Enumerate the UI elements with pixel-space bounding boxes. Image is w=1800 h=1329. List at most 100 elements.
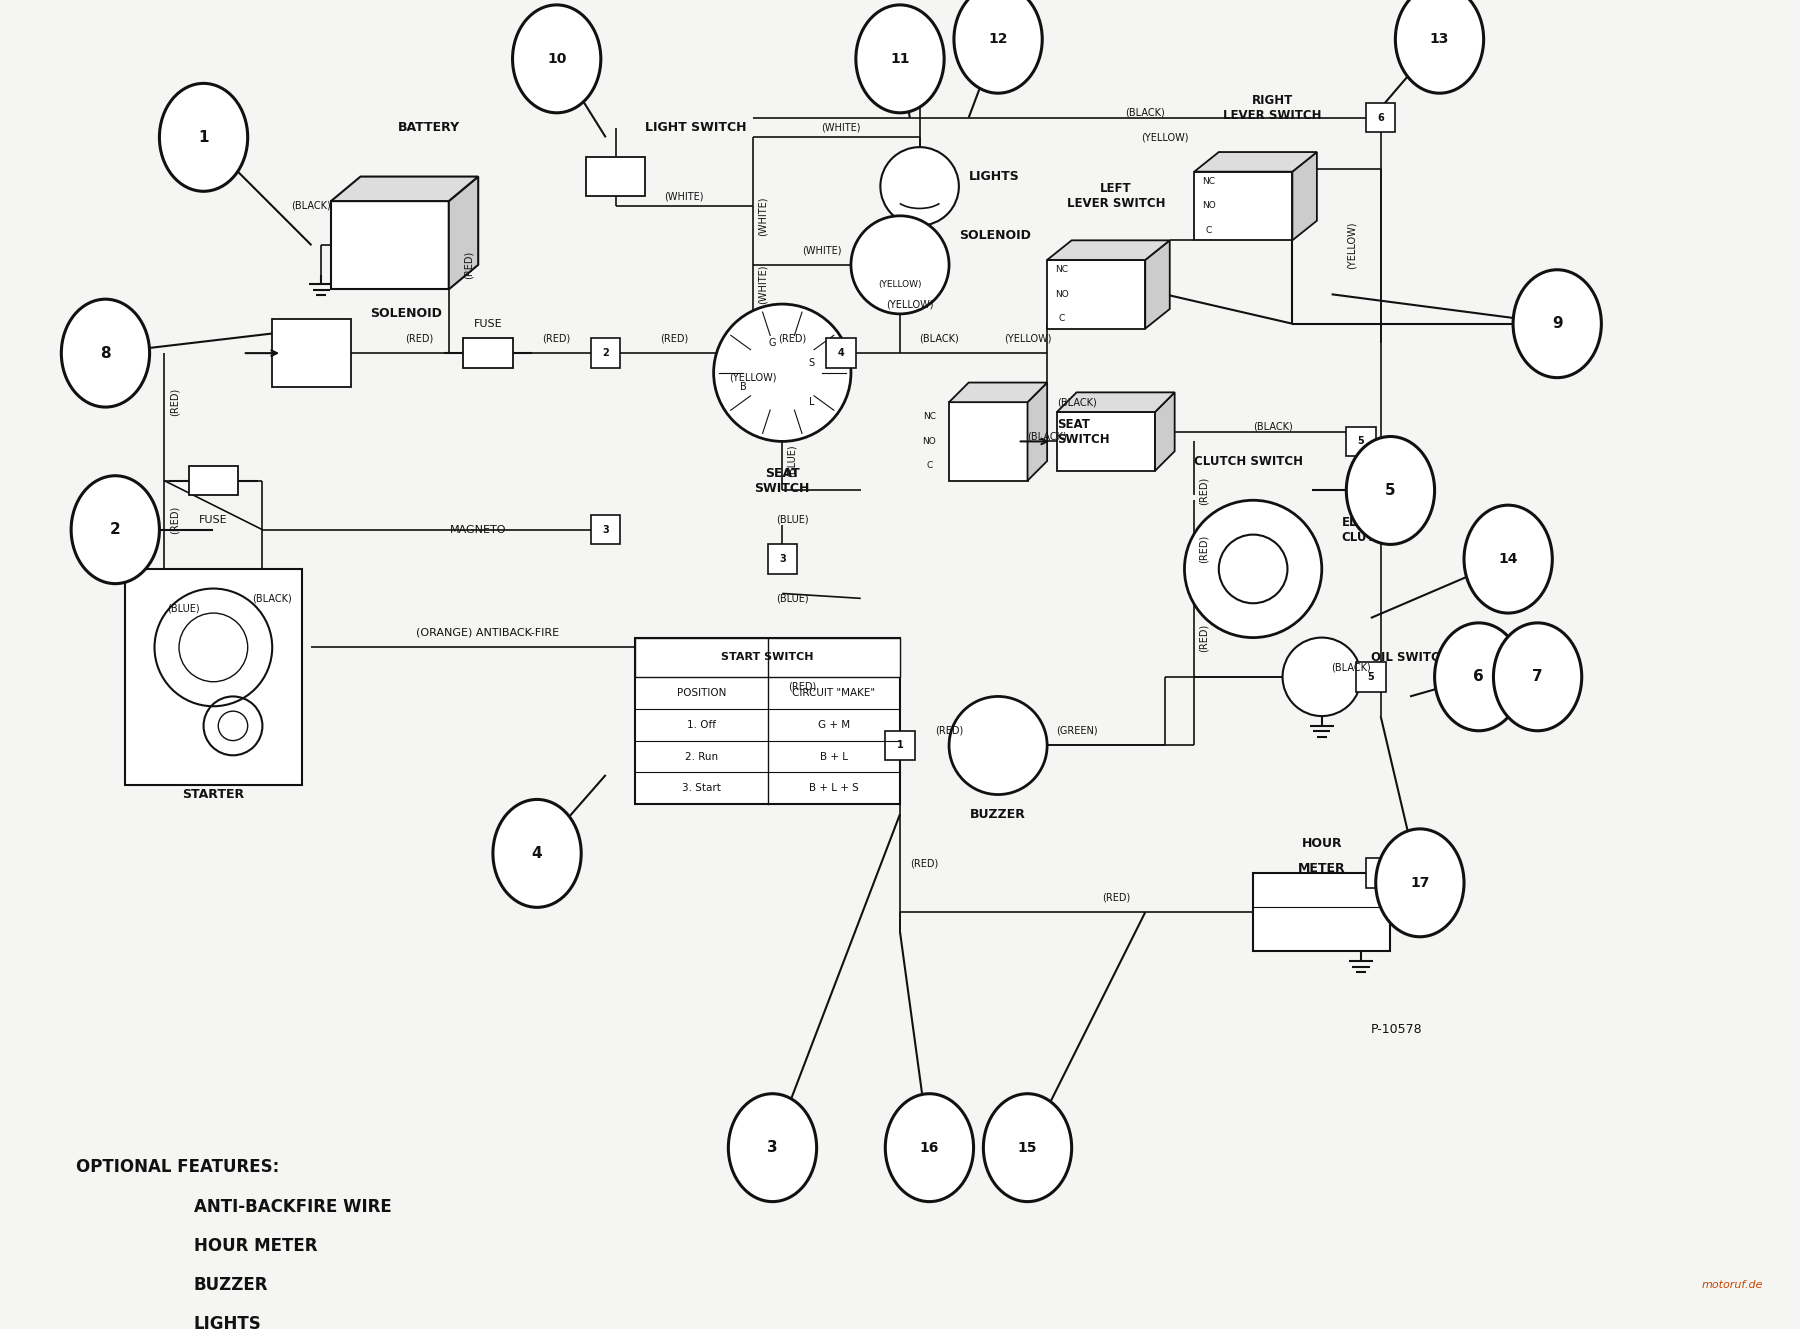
Polygon shape xyxy=(1145,241,1170,328)
Text: (RED): (RED) xyxy=(1199,623,1210,651)
Text: NO: NO xyxy=(923,437,936,447)
Text: SEAT
SWITCH: SEAT SWITCH xyxy=(1057,417,1109,445)
Ellipse shape xyxy=(1346,436,1435,545)
Text: 2: 2 xyxy=(110,522,121,537)
Text: SOLENOID: SOLENOID xyxy=(371,307,443,320)
Bar xyxy=(1355,662,1386,691)
Polygon shape xyxy=(1028,383,1048,481)
Text: 17: 17 xyxy=(1409,876,1429,890)
Text: (WHITE): (WHITE) xyxy=(801,245,841,255)
Bar xyxy=(767,545,797,574)
Text: (RED): (RED) xyxy=(463,251,473,279)
Text: 1: 1 xyxy=(198,130,209,145)
Circle shape xyxy=(949,696,1048,795)
Text: 4: 4 xyxy=(1377,868,1384,878)
Polygon shape xyxy=(949,383,1048,403)
Text: (RED): (RED) xyxy=(778,334,806,343)
Circle shape xyxy=(1283,638,1361,716)
Text: SEAT
SWITCH: SEAT SWITCH xyxy=(754,466,810,494)
Ellipse shape xyxy=(983,1094,1071,1201)
Text: G: G xyxy=(769,339,776,348)
Polygon shape xyxy=(1156,392,1175,470)
Text: C: C xyxy=(927,461,932,470)
Text: LEFT
LEVER SWITCH: LEFT LEVER SWITCH xyxy=(1067,182,1165,210)
Bar xyxy=(272,319,351,388)
Text: 12: 12 xyxy=(988,32,1008,47)
Text: 5: 5 xyxy=(1357,436,1364,447)
Polygon shape xyxy=(1048,260,1145,328)
Bar xyxy=(189,466,238,496)
Text: FUSE: FUSE xyxy=(200,514,227,525)
Text: 4: 4 xyxy=(837,348,844,358)
Bar xyxy=(635,638,900,676)
Text: START SWITCH: START SWITCH xyxy=(722,653,814,662)
Text: MAGNETO: MAGNETO xyxy=(450,525,506,534)
Bar xyxy=(463,339,513,368)
Circle shape xyxy=(880,148,959,226)
Text: CLUTCH SWITCH: CLUTCH SWITCH xyxy=(1193,455,1303,468)
Ellipse shape xyxy=(1494,623,1582,731)
Polygon shape xyxy=(1057,412,1156,470)
Circle shape xyxy=(851,215,949,314)
Text: (BLUE): (BLUE) xyxy=(776,514,808,525)
Text: (YELLOW): (YELLOW) xyxy=(1346,222,1355,268)
Bar xyxy=(590,514,621,545)
Text: ELECTRIC
CLUTCH: ELECTRIC CLUTCH xyxy=(1341,516,1404,544)
Text: (ORANGE) ANTIBACK-FIRE: (ORANGE) ANTIBACK-FIRE xyxy=(416,627,560,638)
Text: 3: 3 xyxy=(767,1140,778,1155)
Polygon shape xyxy=(1048,241,1170,260)
Text: 2. Run: 2. Run xyxy=(684,751,718,762)
Text: HOUR: HOUR xyxy=(1301,837,1343,851)
Bar xyxy=(1346,427,1375,456)
Ellipse shape xyxy=(1435,623,1523,731)
Bar xyxy=(635,638,900,804)
Text: 9: 9 xyxy=(1552,316,1562,331)
Text: SOLENOID: SOLENOID xyxy=(959,229,1031,242)
Text: (WHITE): (WHITE) xyxy=(664,191,704,201)
Text: 16: 16 xyxy=(920,1140,940,1155)
Text: (YELLOW): (YELLOW) xyxy=(1141,133,1188,142)
Ellipse shape xyxy=(1395,0,1483,93)
Text: B + L + S: B + L + S xyxy=(808,783,859,793)
Text: (RED): (RED) xyxy=(788,682,815,691)
Text: B: B xyxy=(740,383,747,392)
Text: B + L: B + L xyxy=(819,751,848,762)
Text: (RED): (RED) xyxy=(909,859,938,868)
Ellipse shape xyxy=(954,0,1042,93)
Text: (BLACK): (BLACK) xyxy=(920,334,959,343)
Text: (BLACK): (BLACK) xyxy=(1332,662,1372,672)
Ellipse shape xyxy=(160,84,248,191)
Text: NC: NC xyxy=(1055,266,1069,274)
Ellipse shape xyxy=(72,476,160,583)
Ellipse shape xyxy=(1375,829,1463,937)
Text: (BLACK): (BLACK) xyxy=(1057,397,1096,407)
Text: 2: 2 xyxy=(603,348,608,358)
Text: 3: 3 xyxy=(779,554,785,563)
Text: (BLUE): (BLUE) xyxy=(787,445,797,477)
Text: (YELLOW): (YELLOW) xyxy=(1004,334,1051,343)
Ellipse shape xyxy=(729,1094,817,1201)
Text: (RED): (RED) xyxy=(169,506,180,534)
Text: RIGHT
LEVER SWITCH: RIGHT LEVER SWITCH xyxy=(1224,94,1321,122)
Bar xyxy=(1366,859,1395,888)
Text: NO: NO xyxy=(1202,202,1215,210)
Text: 1: 1 xyxy=(896,740,904,751)
Text: STARTER: STARTER xyxy=(182,788,245,801)
Ellipse shape xyxy=(855,5,945,113)
Text: (YELLOW): (YELLOW) xyxy=(729,372,776,383)
Text: NC: NC xyxy=(923,412,936,421)
Bar xyxy=(826,339,855,368)
Text: (RED): (RED) xyxy=(405,334,434,343)
Text: (WHITE): (WHITE) xyxy=(758,264,767,304)
Polygon shape xyxy=(1193,152,1318,171)
Circle shape xyxy=(713,304,851,441)
Ellipse shape xyxy=(886,1094,974,1201)
Ellipse shape xyxy=(1463,505,1552,613)
Text: 8: 8 xyxy=(101,346,112,360)
Text: 6: 6 xyxy=(1377,113,1384,122)
Text: 15: 15 xyxy=(1017,1140,1037,1155)
Text: (RED): (RED) xyxy=(1199,536,1210,563)
Text: 13: 13 xyxy=(1429,32,1449,47)
Text: (YELLOW): (YELLOW) xyxy=(878,280,922,288)
Text: 5: 5 xyxy=(1368,672,1373,682)
